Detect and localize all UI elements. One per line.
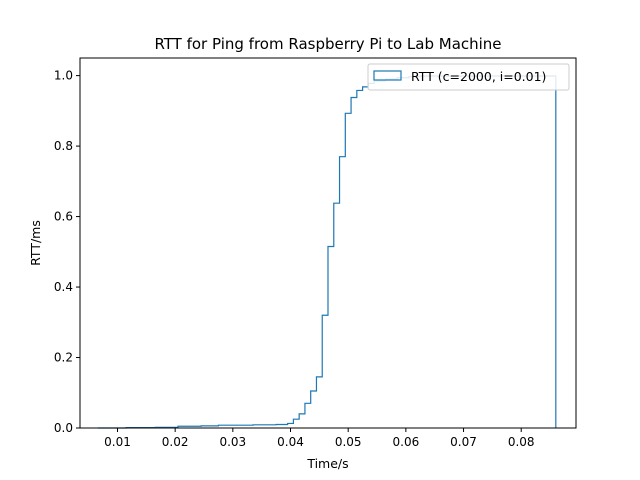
y-tick-label: 1.0 <box>54 69 73 83</box>
x-tick-label: 0.08 <box>508 435 535 449</box>
x-tick-label: 0.04 <box>277 435 304 449</box>
legend: RTT (c=2000, i=0.01) <box>367 63 570 91</box>
x-tick-label: 0.02 <box>162 435 189 449</box>
x-axis-label: Time/s <box>306 456 348 471</box>
y-tick-label: 0.0 <box>54 421 73 435</box>
x-axis-ticks: 0.01 0.02 0.03 0.04 0.05 0.06 0.07 0.08 <box>104 428 535 449</box>
legend-label: RTT (c=2000, i=0.01) <box>411 69 546 84</box>
x-tick-label: 0.05 <box>335 435 362 449</box>
y-axis-label: RTT/ms <box>28 220 43 266</box>
y-tick-label: 0.8 <box>54 139 73 153</box>
y-axis-ticks: 0.0 0.2 0.4 0.6 0.8 1.0 <box>54 69 80 435</box>
x-tick-label: 0.07 <box>450 435 477 449</box>
axes-frame <box>79 57 577 429</box>
plot-area <box>97 75 557 429</box>
y-tick-label: 0.6 <box>54 210 73 224</box>
series-line-rtt <box>97 75 557 429</box>
y-tick-label: 0.4 <box>54 280 73 294</box>
x-tick-label: 0.03 <box>219 435 246 449</box>
x-tick-label: 0.01 <box>104 435 131 449</box>
chart-title: RTT for Ping from Raspberry Pi to Lab Ma… <box>154 35 501 53</box>
legend-box <box>367 63 570 91</box>
legend-swatch <box>373 70 402 81</box>
x-tick-label: 0.06 <box>393 435 420 449</box>
y-tick-label: 0.2 <box>54 351 73 365</box>
